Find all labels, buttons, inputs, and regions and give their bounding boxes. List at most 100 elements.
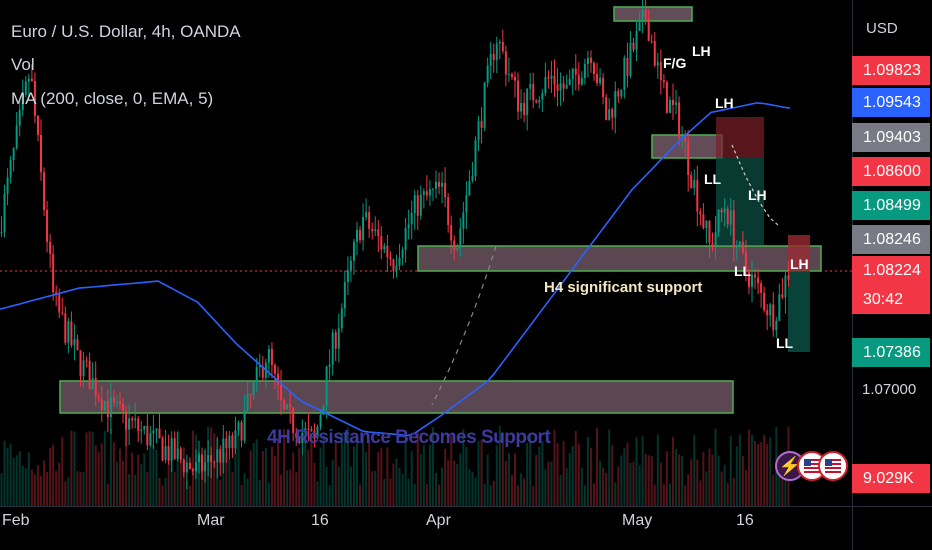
candle-body bbox=[477, 121, 480, 141]
position-reward-1[interactable] bbox=[716, 157, 764, 245]
position-risk-2[interactable] bbox=[788, 235, 810, 271]
candle-body bbox=[289, 404, 292, 408]
candle-body bbox=[611, 109, 614, 118]
candle-body bbox=[744, 252, 747, 271]
candle-body bbox=[514, 77, 516, 81]
volume-bar bbox=[322, 435, 325, 506]
volume-bar bbox=[760, 442, 763, 506]
candle-body bbox=[310, 428, 313, 431]
volume-bar bbox=[122, 460, 125, 506]
candle-body bbox=[416, 195, 419, 216]
symbol-title[interactable]: Euro / U.S. Dollar, 4h, OANDA bbox=[11, 22, 241, 41]
volume-bar bbox=[103, 430, 106, 506]
candle-body bbox=[188, 462, 191, 470]
candle-body bbox=[389, 257, 392, 260]
candle-body bbox=[714, 232, 717, 246]
indicator-ma[interactable]: MA (200, close, 0, EMA, 5) bbox=[11, 89, 214, 108]
volume-bar bbox=[365, 452, 368, 506]
candle-body bbox=[52, 253, 55, 293]
volume-bar bbox=[331, 460, 334, 506]
volume-bar bbox=[346, 427, 349, 506]
swing-label: LL bbox=[734, 263, 752, 279]
candle-body bbox=[173, 438, 176, 459]
volume-bar bbox=[140, 464, 143, 506]
candle-body bbox=[237, 422, 240, 431]
volume-bar bbox=[94, 445, 97, 506]
volume-bar bbox=[708, 448, 711, 506]
candle-body bbox=[583, 64, 586, 79]
volume-bar bbox=[27, 452, 30, 506]
candle-body bbox=[33, 81, 36, 116]
volume-bar bbox=[419, 453, 422, 506]
volume-bar bbox=[270, 446, 273, 506]
indicator-vol[interactable]: Vol bbox=[11, 55, 35, 74]
volume-bar bbox=[653, 484, 656, 506]
volume-bar bbox=[684, 485, 687, 506]
candle-body bbox=[565, 84, 568, 89]
candle-body bbox=[462, 212, 465, 229]
candle-body bbox=[653, 41, 656, 66]
volume-bar bbox=[589, 447, 592, 506]
candle-body bbox=[106, 401, 109, 418]
candle-body bbox=[699, 211, 702, 215]
candle-body bbox=[143, 425, 146, 430]
candle-body bbox=[681, 136, 684, 138]
volume-bar bbox=[201, 456, 204, 506]
volume-bar bbox=[435, 472, 437, 506]
candle-body bbox=[766, 310, 769, 316]
volume-bar bbox=[61, 436, 64, 506]
volume-bar bbox=[100, 443, 103, 506]
volume-bar bbox=[55, 470, 58, 506]
zone-h4-support[interactable] bbox=[417, 245, 822, 272]
candle-body bbox=[249, 393, 252, 395]
volume-bar bbox=[137, 454, 140, 506]
candle-body bbox=[517, 80, 520, 112]
volume-bar bbox=[675, 448, 678, 506]
volume-bar bbox=[3, 440, 6, 506]
volume-bar bbox=[368, 440, 371, 506]
volume-bar bbox=[33, 474, 36, 506]
volume-bar bbox=[617, 466, 620, 506]
position-risk-1[interactable] bbox=[716, 117, 764, 157]
volume-bar bbox=[526, 442, 529, 506]
candle-body bbox=[12, 148, 15, 160]
candle-body bbox=[40, 134, 42, 173]
candle-body bbox=[711, 242, 714, 246]
candle-body bbox=[574, 68, 577, 75]
swing-label: LL bbox=[704, 171, 722, 187]
volume-bar bbox=[562, 441, 565, 506]
candle-body bbox=[751, 274, 753, 287]
candle-body bbox=[520, 103, 523, 112]
volume-bar bbox=[425, 484, 428, 506]
candle-body bbox=[687, 141, 690, 176]
volume-bar bbox=[486, 454, 489, 506]
candle-body bbox=[58, 294, 61, 313]
volume-bar bbox=[611, 445, 614, 506]
volume-bar bbox=[43, 460, 46, 506]
volume-bar bbox=[70, 430, 73, 506]
us-flag-icon[interactable] bbox=[818, 451, 848, 481]
volume-bar bbox=[477, 440, 480, 506]
swing-label: LH bbox=[748, 187, 767, 203]
currency-label[interactable]: USD bbox=[866, 20, 898, 37]
candle-body bbox=[334, 332, 337, 349]
zone-ob[interactable] bbox=[651, 134, 723, 159]
candle-body bbox=[647, 18, 650, 41]
volume-bar bbox=[744, 470, 747, 506]
volume-bar bbox=[586, 436, 589, 506]
price-label: 1.08600 bbox=[852, 157, 930, 186]
candle-body bbox=[720, 209, 723, 213]
candle-body bbox=[167, 445, 170, 461]
position-reward-2[interactable] bbox=[788, 271, 810, 352]
volume-bar bbox=[325, 466, 328, 506]
volume-bar bbox=[280, 474, 283, 506]
volume-bar bbox=[681, 455, 684, 506]
candle-body bbox=[328, 364, 331, 367]
zone-top-fvg[interactable] bbox=[613, 6, 693, 22]
candle-body bbox=[337, 328, 340, 349]
zone-resistance-support[interactable] bbox=[59, 380, 734, 414]
volume-bar bbox=[231, 472, 234, 506]
candle-body bbox=[91, 377, 94, 390]
candle-body bbox=[383, 245, 386, 250]
